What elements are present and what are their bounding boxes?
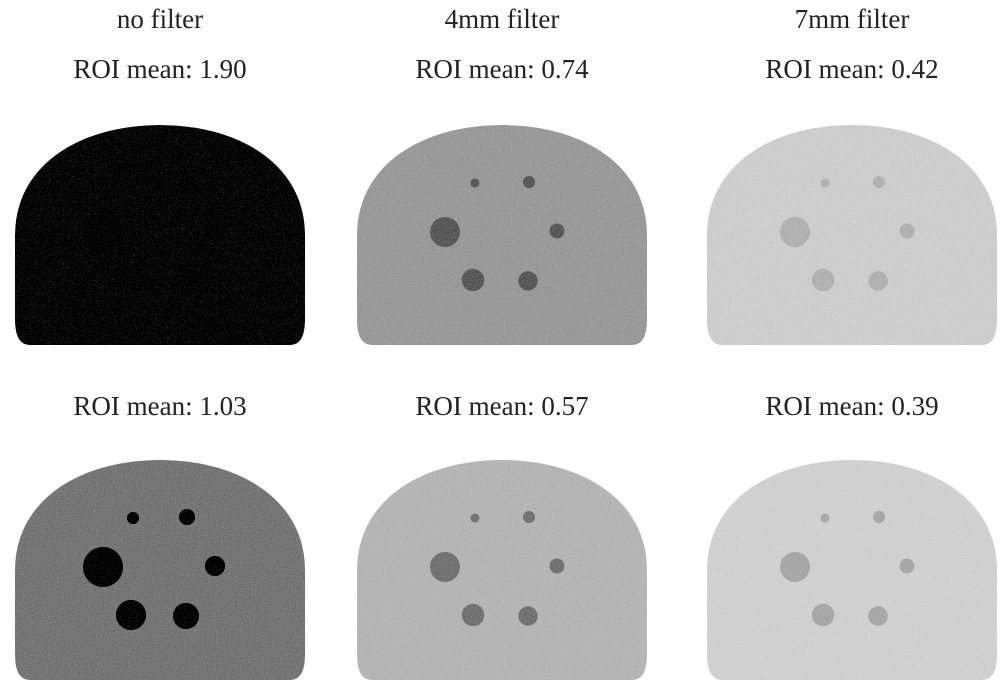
lesion <box>873 176 885 188</box>
phantom-image <box>15 460 305 680</box>
roi-label: ROI mean: 1.90 <box>73 54 246 84</box>
roi-label: ROI mean: 0.74 <box>415 54 589 84</box>
lesion <box>550 224 565 239</box>
column-title: 7mm filter <box>795 4 910 34</box>
lesion <box>430 552 460 582</box>
lesion <box>127 177 139 189</box>
phantom-body <box>357 125 647 345</box>
lesion <box>179 174 195 190</box>
lesion <box>518 606 538 626</box>
phantom-image <box>707 460 997 680</box>
phantom-content <box>15 125 305 345</box>
lesion <box>179 509 195 525</box>
lesion <box>523 511 535 523</box>
lesion <box>205 221 225 241</box>
phantom-content <box>357 125 647 345</box>
lesion <box>550 559 565 574</box>
phantom-content <box>707 460 997 680</box>
lesion <box>868 606 888 626</box>
phantom-image <box>357 125 647 345</box>
phantom-image <box>357 460 647 680</box>
lesion <box>127 512 139 524</box>
lesion <box>518 271 538 291</box>
lesion <box>900 224 915 239</box>
lesion <box>900 559 915 574</box>
phantom-body <box>15 460 305 680</box>
lesion <box>116 265 146 295</box>
lesion <box>471 514 480 523</box>
roi-label: ROI mean: 1.03 <box>73 391 246 421</box>
phantom-image <box>707 125 997 345</box>
lesion <box>116 600 146 630</box>
lesion <box>780 217 810 247</box>
lesion <box>462 604 485 627</box>
column-title: 4mm filter <box>445 4 560 34</box>
lesion <box>523 176 535 188</box>
lesion <box>462 269 485 292</box>
phantom-content <box>707 125 997 345</box>
phantom-body <box>707 460 997 680</box>
roi-label: ROI mean: 0.39 <box>765 391 938 421</box>
column-title: no filter <box>117 4 203 34</box>
lesion <box>868 271 888 291</box>
phantom-body <box>15 125 305 345</box>
roi-label: ROI mean: 0.42 <box>765 54 938 84</box>
lesion <box>173 603 199 629</box>
lesion <box>821 179 830 188</box>
lesion <box>780 552 810 582</box>
lesion <box>471 179 480 188</box>
phantom-image <box>15 125 305 345</box>
phantom-content <box>357 460 647 680</box>
roi-label: ROI mean: 0.57 <box>415 391 588 421</box>
phantom-body <box>707 125 997 345</box>
figure: no filter 4mm filter 7mm filter ROI mean… <box>0 0 1003 681</box>
lesion <box>173 268 199 294</box>
lesion <box>83 547 123 587</box>
lesion <box>873 511 885 523</box>
lesion <box>812 269 835 292</box>
lesion <box>205 556 225 576</box>
phantom-body <box>357 460 647 680</box>
lesion <box>821 514 830 523</box>
lesion <box>83 212 123 252</box>
lesion <box>430 217 460 247</box>
lesion <box>812 604 835 627</box>
phantom-content <box>15 460 305 680</box>
